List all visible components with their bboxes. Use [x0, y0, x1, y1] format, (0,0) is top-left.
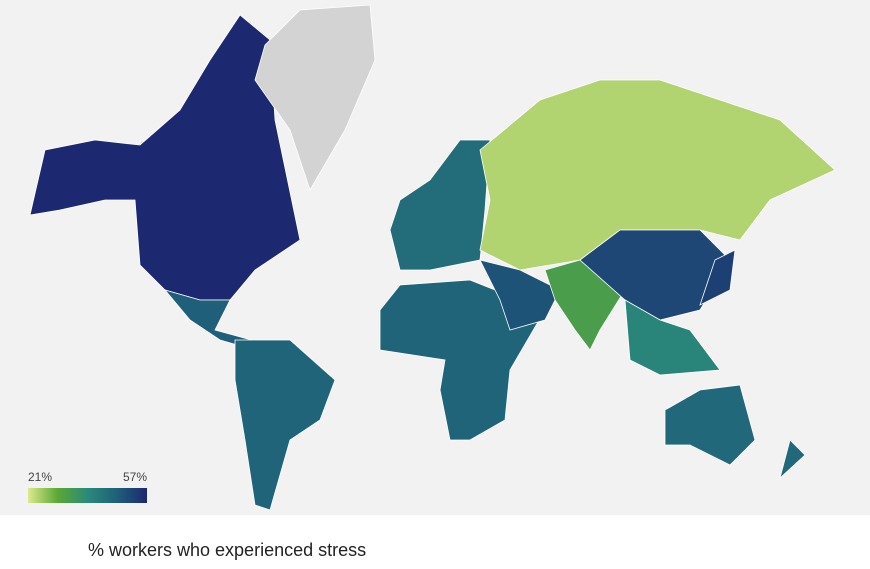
regions — [29, 4, 836, 511]
caption: % workers who experienced stress — [88, 540, 366, 560]
region — [29, 14, 301, 301]
legend-min-label: 21% — [28, 470, 52, 484]
legend-gradient — [28, 488, 147, 503]
region — [664, 384, 756, 466]
region — [254, 4, 376, 191]
region — [479, 259, 561, 331]
region — [624, 299, 721, 376]
region — [379, 279, 546, 441]
region — [699, 249, 736, 306]
region — [779, 439, 806, 480]
legend-max-label: 57% — [123, 470, 147, 484]
region — [234, 339, 336, 511]
region — [479, 79, 836, 271]
